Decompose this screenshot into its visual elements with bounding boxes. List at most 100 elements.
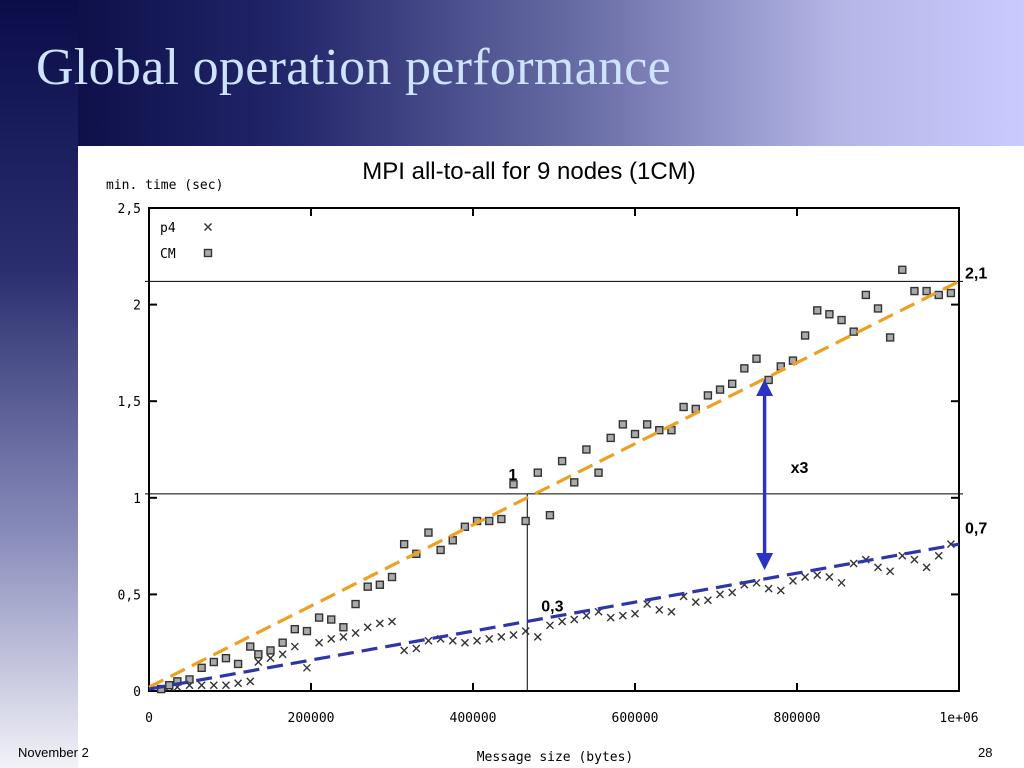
cm-point (594, 468, 603, 477)
p4-point (643, 600, 652, 609)
p4-point (424, 636, 433, 645)
x-tick-label: 800000 (774, 711, 821, 726)
annotation-label: 0,7 (965, 520, 987, 537)
annotation-label: 0,3 (541, 598, 563, 615)
p4-point (234, 679, 243, 688)
cm-point (221, 653, 231, 663)
cm-point (521, 516, 530, 526)
y-axis-label: min. time (sec) (106, 178, 223, 193)
p4-point (788, 576, 797, 585)
cm-point (485, 516, 494, 526)
cm-point (885, 333, 895, 342)
p4-point (716, 590, 725, 599)
cm-point (351, 599, 360, 609)
p4-point (266, 654, 275, 663)
y-tick-label: 2 (133, 299, 141, 314)
x-tick-label: 400000 (450, 711, 497, 726)
cm-point (825, 310, 834, 319)
x-tick-label: 1e+06 (939, 711, 978, 726)
x-tick-label: 0 (145, 711, 153, 726)
p4-point (813, 571, 822, 580)
header-band (0, 0, 1024, 146)
p4-point (412, 644, 421, 653)
legend-p4-label: p4 (160, 221, 176, 236)
p4-point (278, 650, 287, 659)
cm-point (630, 429, 640, 439)
cm-point (545, 510, 555, 520)
cm-point (898, 265, 907, 275)
x-axis-label: Message size (bytes) (477, 750, 634, 765)
y-tick-label: 2,5 (118, 202, 141, 217)
p4-point (400, 646, 409, 655)
p4-point (209, 681, 218, 690)
p4-point (764, 584, 773, 593)
cm-point (606, 433, 615, 443)
cm-point (642, 420, 652, 429)
p4-point (473, 636, 482, 645)
cm-point (254, 650, 263, 659)
p4-point (837, 578, 846, 587)
p4-point (509, 630, 518, 639)
p4-point (691, 598, 700, 607)
cm-point (849, 327, 858, 336)
cm-point (197, 663, 206, 673)
p4-point (290, 642, 299, 651)
legend-p4-marker (204, 223, 212, 231)
cm-point (800, 331, 810, 340)
cm-point (557, 456, 567, 466)
cm-point (934, 290, 943, 300)
cm-point (703, 391, 713, 400)
p4-point (825, 573, 834, 582)
p4-point (545, 621, 554, 630)
cm-point (246, 642, 255, 651)
cm-point (837, 315, 846, 325)
annotation-label: 1 (508, 467, 517, 484)
cm-point (618, 420, 628, 429)
cm-point (290, 624, 299, 634)
cm-fit-line (148, 279, 960, 689)
plot-frame (148, 207, 960, 692)
p4-point (667, 607, 676, 616)
cm-point (715, 385, 725, 394)
cm-point (363, 582, 372, 591)
p4-point (497, 632, 506, 641)
cm-point (375, 580, 385, 589)
x-tick-label: 600000 (612, 711, 659, 726)
y-tick-label: 1 (133, 492, 141, 507)
p4-point (582, 611, 591, 620)
footer-date: November 2 (18, 745, 89, 760)
chart-title: MPI all-to-all for 9 nodes (1CM) (282, 150, 776, 192)
y-tick-label: 0,5 (118, 588, 141, 603)
p4-point (886, 567, 895, 576)
p4-point (801, 573, 810, 582)
p4-point (315, 638, 324, 647)
p4-point (254, 658, 263, 667)
legend-cm-marker (203, 248, 213, 258)
p4-point (618, 611, 627, 620)
y-tick-label: 0 (133, 685, 141, 700)
cm-point (740, 364, 749, 373)
p4-point (375, 619, 384, 628)
cm-point (209, 657, 219, 667)
p4-point (521, 627, 530, 636)
p4-point (776, 586, 785, 595)
cm-point (570, 478, 579, 487)
cm-point (861, 290, 871, 300)
cm-point (424, 528, 433, 537)
p4-point (221, 681, 230, 690)
cm-point (679, 402, 688, 412)
cm-point (910, 286, 919, 296)
x-tick-label: 200000 (288, 711, 335, 726)
legend: p4 CM (160, 221, 176, 262)
p4-point (302, 663, 311, 672)
cm-point (460, 522, 470, 531)
p4-point (570, 615, 579, 624)
cm-point (873, 304, 883, 313)
cm-point (764, 375, 773, 385)
p4-point (533, 632, 542, 641)
cm-point (233, 659, 243, 669)
p4-point (728, 588, 737, 597)
cm-point (399, 539, 409, 549)
p4-point (631, 609, 639, 618)
